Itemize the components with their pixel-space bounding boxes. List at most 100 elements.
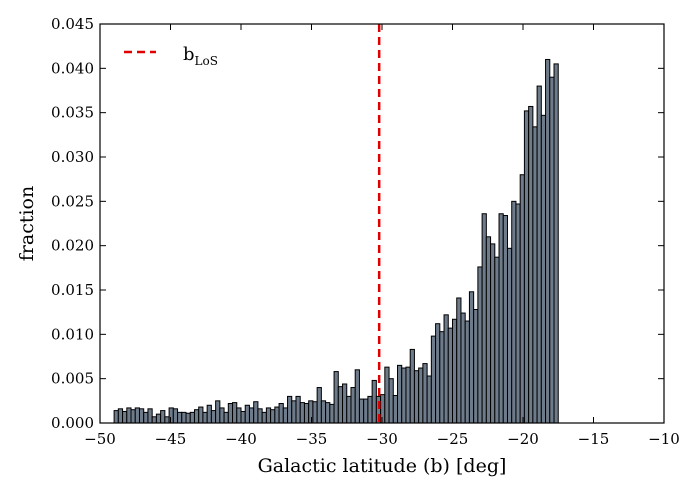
histogram-bar — [185, 412, 191, 424]
histogram-bar — [464, 320, 470, 424]
y-tick-label: 0.025 — [51, 192, 94, 210]
histogram-bar — [155, 413, 162, 424]
histogram-bar — [443, 314, 449, 424]
histogram-bar — [265, 407, 272, 424]
histogram-bar — [299, 402, 305, 424]
histogram-bar — [257, 408, 263, 424]
y-tick-label: 0.005 — [51, 370, 94, 388]
histogram-bar — [151, 416, 157, 424]
histogram-bar — [138, 408, 145, 424]
y-tick-label: 0.020 — [51, 237, 94, 255]
legend-entry-main: b — [183, 44, 195, 65]
plot-frame — [99, 23, 665, 424]
histogram-bar — [397, 364, 403, 424]
x-tick-label: −40 — [225, 430, 257, 448]
histogram-bar — [460, 312, 466, 424]
histogram-bar — [528, 105, 534, 424]
histogram-bar — [177, 411, 183, 424]
histogram-bar — [485, 236, 492, 424]
histogram-bar — [333, 371, 339, 424]
histogram-bar — [409, 348, 415, 424]
histogram-bar — [316, 387, 322, 424]
histogram-bar — [337, 386, 344, 424]
histogram-bar — [456, 297, 462, 424]
histogram-bar — [452, 318, 458, 424]
histogram-bar — [282, 407, 289, 424]
histogram-bar — [308, 400, 314, 424]
histogram-bar — [371, 379, 377, 424]
x-axis-ticks: −50 −45 −40 −35 −30 −25 −20 −15 −10 — [84, 24, 680, 448]
histogram-bar — [477, 266, 483, 424]
histogram-bar — [545, 58, 551, 424]
histogram-bar — [405, 366, 411, 424]
histogram-bar — [320, 400, 327, 424]
histogram-bar — [350, 387, 356, 424]
histogram-bar — [447, 327, 453, 424]
histogram-bar — [248, 407, 255, 424]
histogram-bar — [227, 402, 234, 424]
histogram-bar — [358, 398, 365, 424]
histogram-bar — [126, 407, 132, 424]
histogram-bar — [215, 400, 221, 424]
histogram-bar — [291, 400, 297, 424]
histogram-bar — [164, 416, 170, 424]
histogram-bar — [270, 409, 276, 424]
histogram-bar — [198, 406, 204, 424]
histogram-bar — [295, 395, 301, 424]
x-tick-label: −45 — [155, 430, 187, 448]
x-tick-label: −20 — [507, 430, 539, 448]
histogram-bar — [439, 331, 445, 424]
histogram-bar — [342, 383, 348, 424]
histogram-bars — [113, 58, 559, 424]
histogram-bar — [130, 409, 136, 424]
y-tick-label: 0.015 — [51, 281, 94, 299]
histogram-bar — [113, 410, 119, 424]
histogram-bar — [329, 403, 335, 424]
histogram-bar — [422, 363, 428, 424]
histogram-bar — [181, 411, 187, 424]
histogram-bar — [435, 323, 441, 424]
histogram-bar — [261, 411, 267, 424]
histogram-bar — [240, 410, 246, 424]
x-tick-label: −35 — [296, 430, 328, 448]
histogram-bar — [232, 402, 238, 424]
legend-entry-label: bLoS — [183, 44, 218, 68]
histogram-bar — [540, 114, 547, 424]
histogram-bar — [346, 395, 352, 424]
histogram-bar — [430, 335, 437, 424]
histogram-bar — [473, 309, 479, 424]
histogram-bar — [168, 407, 174, 424]
histogram-bar — [236, 407, 242, 424]
y-tick-label: 0.000 — [51, 414, 94, 432]
histogram-bar — [367, 395, 373, 424]
y-tick-label: 0.010 — [51, 325, 94, 343]
histogram-bar — [502, 215, 508, 424]
histogram-bar — [160, 410, 166, 424]
histogram-bar — [134, 407, 140, 424]
histogram-bar — [244, 404, 250, 424]
x-tick-label: −10 — [648, 430, 680, 448]
histogram-bar — [193, 409, 200, 424]
histogram-bar — [481, 213, 487, 424]
histogram-bar — [380, 394, 386, 424]
histogram-bar — [494, 256, 500, 424]
y-axis-label: fraction — [16, 186, 38, 261]
histogram-bar — [553, 63, 559, 424]
histogram-bar — [536, 85, 542, 424]
histogram-bar — [363, 398, 369, 424]
histogram-bar — [468, 291, 475, 424]
histogram-bar — [515, 203, 521, 424]
histogram-bar — [303, 402, 310, 424]
histogram-bar — [418, 367, 424, 424]
histogram-bar — [388, 378, 394, 424]
histogram-bar — [312, 401, 318, 424]
y-tick-label: 0.045 — [51, 15, 94, 33]
y-tick-label: 0.030 — [51, 148, 94, 166]
histogram-bar — [147, 408, 153, 424]
histogram-bar — [172, 408, 179, 424]
x-tick-label: −15 — [578, 430, 610, 448]
legend: bLoS — [124, 44, 218, 68]
legend-entry-subscript: LoS — [195, 54, 218, 68]
histogram-bar — [206, 404, 212, 424]
